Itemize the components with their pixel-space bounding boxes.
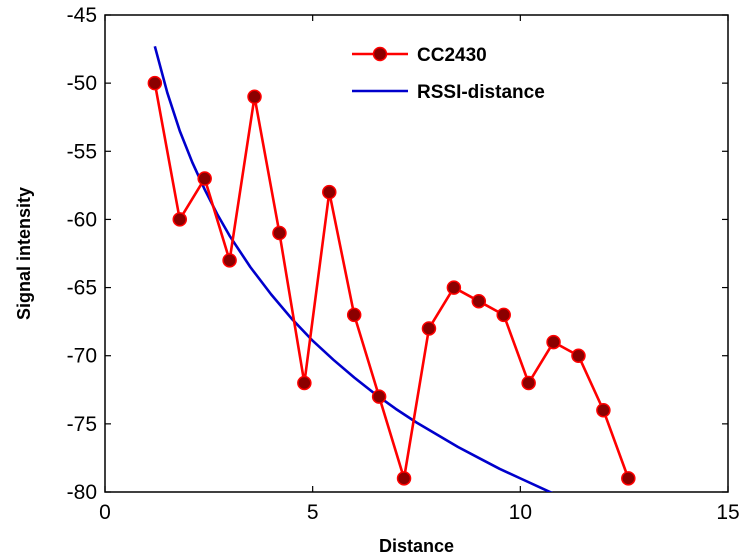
y-axis-label: Signal intensity xyxy=(14,187,34,320)
data-point-cc2430 xyxy=(222,253,237,268)
data-point-cc2430 xyxy=(247,89,262,105)
legend-label-cc2430: CC2430 xyxy=(417,45,487,66)
y-tick-label: -75 xyxy=(67,413,97,436)
data-point-cc2430 xyxy=(596,402,611,418)
x-tick-label: 5 xyxy=(307,501,319,524)
data-point-cc2430 xyxy=(396,471,412,486)
y-tick-label: -45 xyxy=(67,4,97,27)
y-tick-label: -60 xyxy=(67,208,97,231)
data-point-cc2430 xyxy=(546,334,561,350)
data-point-cc2430 xyxy=(322,184,337,200)
data-point-cc2430 xyxy=(571,348,586,363)
y-tick-label: -55 xyxy=(67,140,97,163)
x-tick-label: 10 xyxy=(509,501,532,524)
data-point-cc2430 xyxy=(371,389,387,404)
y-tick-label: -50 xyxy=(67,72,97,95)
legend-box xyxy=(345,32,585,107)
data-point-cc2430 xyxy=(446,280,462,295)
legend-marker-cc2430 xyxy=(372,46,388,62)
data-point-cc2430 xyxy=(297,375,312,391)
y-tick-label: -80 xyxy=(67,481,97,504)
data-point-cc2430 xyxy=(621,471,636,486)
data-point-cc2430 xyxy=(197,171,212,186)
x-tick-label: 15 xyxy=(716,501,739,524)
series-line-cc2430 xyxy=(153,82,630,480)
y-tick-label: -70 xyxy=(67,345,97,368)
y-tick-label: -65 xyxy=(67,277,97,300)
legend-label-rssi-distance: RSSI-distance xyxy=(417,82,545,103)
data-point-cc2430 xyxy=(496,307,511,323)
data-point-cc2430 xyxy=(272,225,287,241)
data-point-cc2430 xyxy=(471,293,487,309)
x-axis-label: Distance xyxy=(379,536,454,555)
data-point-cc2430 xyxy=(521,375,536,391)
data-point-cc2430 xyxy=(346,307,362,323)
data-point-cc2430 xyxy=(147,75,163,91)
data-point-cc2430 xyxy=(421,321,437,336)
x-tick-label: 0 xyxy=(99,501,111,524)
legend: CC2430 RSSI-distance xyxy=(345,32,585,107)
data-point-cc2430 xyxy=(172,212,188,227)
